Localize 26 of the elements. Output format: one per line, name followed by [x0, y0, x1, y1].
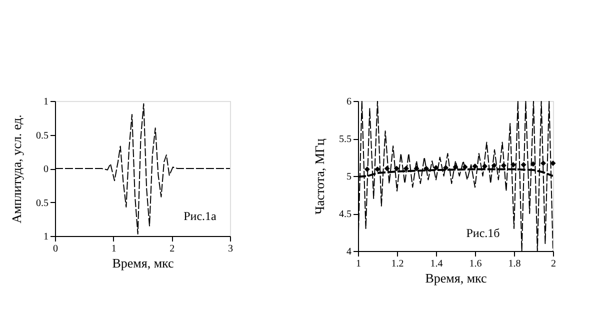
y-tick-label: 6 [346, 96, 352, 108]
x-tick-label: 1.4 [430, 258, 443, 270]
y-tick-label: 4.5 [339, 209, 352, 220]
annotation: Рис.1б [466, 226, 500, 240]
y-tick-label: 0.5 [36, 198, 48, 209]
y-axis-title: Амплитуда, усл. ед. [9, 114, 24, 224]
y-tick-label: 0 [44, 164, 48, 175]
annotation: Рис.1а [184, 209, 218, 223]
x-tick-label: 0 [53, 244, 58, 254]
y-tick-label: 1 [44, 96, 48, 108]
x-tick-label: 3 [228, 244, 233, 254]
y-axis-title: Частота, МГц [312, 138, 327, 214]
y-tick-label: 0.5 [36, 130, 48, 142]
x-tick-label: 1.8 [508, 258, 521, 270]
x-tick-label: 1.6 [469, 258, 482, 270]
x-tick-label: 2 [551, 258, 556, 270]
y-tick-label: 1 [44, 232, 48, 242]
x-tick-label: 1 [356, 258, 361, 270]
x-tick-label: 1 [111, 244, 116, 254]
y-tick-label: 4 [346, 246, 352, 258]
y-tick-label: 5 [346, 172, 352, 182]
y-tick-label: 5.5 [339, 134, 352, 145]
x-axis-title: Время, мкс [112, 256, 174, 270]
x-axis-title: Время, мкс [425, 270, 488, 286]
x-tick-label: 2 [170, 244, 175, 254]
x-tick-label: 1.2 [391, 258, 404, 270]
